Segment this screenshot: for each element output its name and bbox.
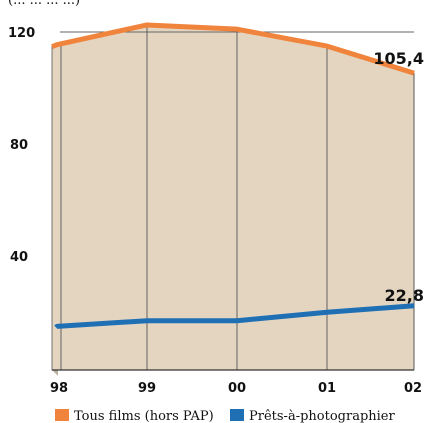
series-line-tous-films [51,22,415,76]
x-tick-label-02: 02 [404,381,422,396]
legend: Tous films (hors PAP) Prêts-à-photograph… [55,409,395,423]
chart-subtitle-fragment: (... ... ... ...) [8,0,80,8]
x-tick-label-99: 99 [138,381,156,396]
legend-swatch-prets [230,409,244,421]
x-tick-label-00: 00 [228,381,246,396]
y-tick-label-120: 120 [8,26,35,41]
y-tick-label-80: 80 [10,138,28,153]
x-tick-label-98: 98 [50,381,68,396]
legend-label-prets: Prêts-à-photographier [249,409,395,423]
y-tick-label-40: 40 [10,250,28,265]
legend-swatch-tous-films [55,409,69,421]
x-tick-label-01: 01 [318,381,336,396]
legend-label-tous-films: Tous films (hors PAP) [74,409,214,423]
year-dividers [60,24,415,370]
data-label-prets-02: 22,8 [385,286,424,305]
data-label-tous-films-02: 105,4 [373,49,424,68]
series-line-prets-a-photographier [54,303,415,330]
